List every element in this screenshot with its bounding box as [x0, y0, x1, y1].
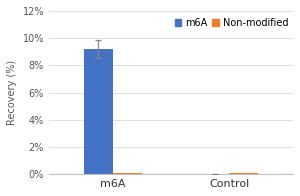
- Legend: m6A, Non-modified: m6A, Non-modified: [173, 16, 291, 30]
- Bar: [113, 173, 142, 174]
- Y-axis label: Recovery (%): Recovery (%): [7, 60, 17, 125]
- Bar: [84, 49, 113, 174]
- Bar: [229, 173, 258, 174]
- Bar: [200, 173, 229, 174]
